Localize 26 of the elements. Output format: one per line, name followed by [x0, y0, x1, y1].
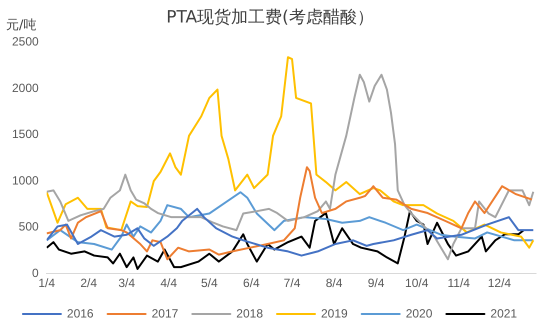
legend-label: 2019	[321, 306, 348, 320]
legend-label: 2021	[490, 306, 518, 320]
y-tick-label: 1500	[12, 127, 40, 142]
x-tick-label: 4/4	[160, 276, 178, 290]
y-tick-label: 1000	[12, 173, 40, 188]
x-tick-label: 5/4	[201, 276, 218, 290]
x-tick-label: 7/4	[284, 276, 301, 290]
y-tick-label: 0	[32, 266, 40, 280]
x-tick-label: 9/4	[368, 276, 385, 290]
x-tick-label: 10/4	[405, 276, 429, 290]
legend-label: 2020	[406, 306, 433, 320]
x-tick-label: 11/4	[448, 276, 470, 290]
y-tick-label: 2000	[12, 80, 40, 95]
legend-label: 2016	[66, 306, 94, 320]
x-tick-label: 3/4	[118, 276, 136, 290]
legend-label: 2017	[152, 306, 179, 320]
x-tick-label: 1/4	[38, 276, 56, 290]
y-axis-title: 元/吨	[6, 17, 36, 34]
x-tick-label: 12/4	[488, 276, 512, 290]
x-tick-label: 6/4	[243, 276, 260, 290]
legend-label: 2018	[236, 306, 264, 320]
y-tick-label: 2500	[12, 34, 40, 49]
y-tick-label: 500	[18, 220, 40, 234]
x-tick-label: 8/4	[326, 276, 343, 290]
chart-title: PTA现货加工费(考虑醋酸）	[166, 8, 374, 28]
x-tick-label: 2/4	[80, 276, 98, 290]
